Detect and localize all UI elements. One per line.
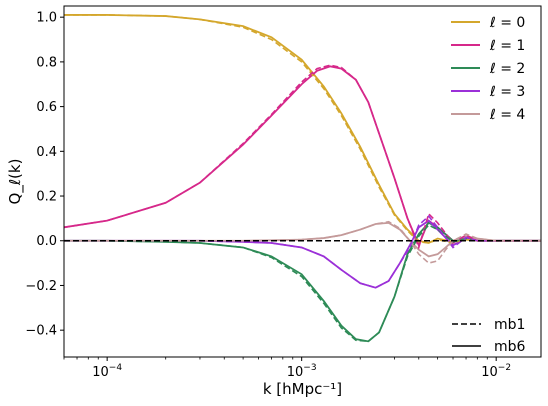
legend-label: ℓ = 0 (489, 15, 525, 31)
plot-area (64, 14, 541, 343)
x-tick-exponent: −4 (109, 363, 123, 373)
series-line-l1-mb1 (64, 64, 541, 250)
legend-label: ℓ = 4 (489, 107, 525, 123)
series-line-l1-mb6 (64, 65, 541, 248)
y-tick-label: −0.2 (25, 279, 57, 294)
legend-label: ℓ = 1 (489, 38, 525, 54)
style-legend-label: mb1 (494, 317, 525, 333)
legend-label: ℓ = 2 (489, 61, 525, 77)
x-tick-label: 10−3 (287, 363, 317, 380)
y-tick-label: −0.4 (25, 324, 57, 339)
ticks: 1.00.80.60.40.20.0−0.2−0.410−4 10−3 10−2 (25, 11, 511, 380)
y-tick-label: 0.6 (36, 100, 57, 115)
style-legend-label: mb6 (494, 339, 526, 355)
y-tick-label: 0.4 (36, 145, 57, 160)
y-tick-label: 0.2 (36, 190, 57, 205)
series-line-l0-mb6 (64, 14, 541, 244)
x-tick-label: 10−4 (92, 363, 122, 380)
series-line-l0-mb1 (64, 14, 541, 244)
x-tick-label: 10−2 (481, 363, 511, 380)
legend: ℓ = 0 ℓ = 1 ℓ = 2 ℓ = 3 ℓ = 4 (451, 15, 525, 123)
x-axis-label: k [hMpc⁻¹] (263, 380, 342, 398)
y-tick-label: 1.0 (36, 11, 57, 26)
x-tick-base: 10 (287, 365, 304, 380)
legend-label: ℓ = 3 (489, 84, 525, 100)
y-tick-label: 0.8 (36, 55, 57, 70)
x-tick-exponent: −2 (498, 363, 511, 373)
x-tick-base: 10 (92, 365, 109, 380)
y-tick-label: 0.0 (36, 234, 57, 249)
x-tick-base: 10 (481, 365, 498, 380)
series-line-l2-mb1 (64, 224, 541, 343)
series-line-l4-mb1 (64, 220, 541, 264)
axes-frame (63, 5, 542, 358)
x-tick-exponent: −3 (303, 363, 316, 373)
y-axis-label: Q_ℓ(k) (6, 159, 25, 205)
